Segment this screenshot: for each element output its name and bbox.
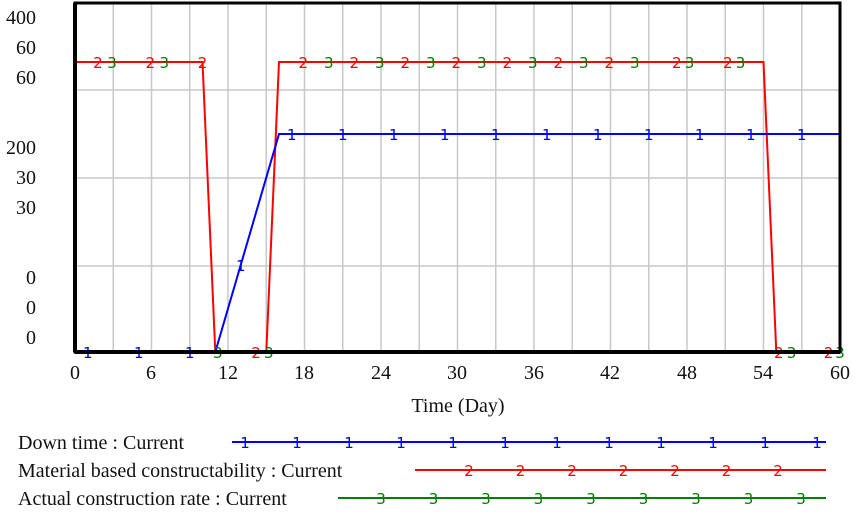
- series-marker-2: 2: [722, 462, 732, 480]
- x-axis-title: Time (Day): [411, 395, 505, 417]
- series-marker-1: 1: [500, 434, 510, 452]
- y-tick-label: 400: [6, 7, 36, 29]
- series-marker-1: 1: [708, 434, 718, 452]
- series-marker-3: 3: [586, 490, 596, 508]
- series-marker-1: 1: [593, 126, 603, 144]
- x-tick-label: 30: [447, 362, 467, 384]
- series-marker-3: 3: [685, 54, 695, 72]
- y-tick-label: 200: [6, 137, 36, 159]
- series-marker-2: 2: [773, 462, 783, 480]
- x-tick-label: 36: [524, 362, 544, 384]
- series-marker-3: 3: [426, 54, 436, 72]
- series-marker-1: 1: [542, 126, 552, 144]
- series-marker-3: 3: [375, 54, 385, 72]
- series-marker-2: 2: [464, 462, 474, 480]
- series-marker-3: 3: [630, 54, 640, 72]
- series-marker-1: 1: [812, 434, 822, 452]
- series-marker-3: 3: [477, 54, 487, 72]
- series-marker-1: 1: [440, 126, 450, 144]
- series-marker-1: 1: [344, 434, 354, 452]
- series-marker-2: 2: [604, 54, 614, 72]
- x-tick-label: 60: [830, 362, 850, 384]
- y-tick-label: 30: [16, 167, 36, 189]
- series-marker-3: 3: [481, 490, 491, 508]
- x-tick-label: 18: [294, 362, 314, 384]
- series-marker-1: 1: [389, 126, 399, 144]
- series-marker-2: 2: [516, 462, 526, 480]
- series-marker-1: 1: [448, 434, 458, 452]
- y-tick-label: 0: [26, 327, 36, 349]
- series-marker-2: 2: [198, 54, 208, 72]
- series-marker-3: 3: [796, 490, 806, 508]
- series-marker-1: 1: [656, 434, 666, 452]
- series-marker-2: 2: [723, 54, 733, 72]
- series-marker-1: 1: [240, 434, 250, 452]
- series-marker-3: 3: [736, 54, 746, 72]
- series-marker-1: 1: [695, 126, 705, 144]
- x-tick-label: 6: [146, 362, 156, 384]
- series-marker-2: 2: [298, 54, 308, 72]
- series-marker-3: 3: [744, 490, 754, 508]
- series-marker-2: 2: [619, 462, 629, 480]
- series-marker-2: 2: [93, 54, 103, 72]
- series-marker-3: 3: [534, 490, 544, 508]
- series-marker-1: 1: [292, 434, 302, 452]
- series-marker-2: 2: [502, 54, 512, 72]
- series-marker-3: 3: [691, 490, 701, 508]
- series-marker-3: 3: [579, 54, 589, 72]
- x-tick-label: 48: [677, 362, 697, 384]
- series-marker-1: 1: [338, 126, 348, 144]
- series-marker-1: 1: [604, 434, 614, 452]
- series-marker-1: 1: [797, 126, 807, 144]
- legend-swatches: 1 1 1 1 1 1 1 1 1 1 1 12 2 2 2 2 2 23 3 3 3 3 3 3 3 3: [232, 434, 826, 508]
- series-marker-1: 1: [760, 434, 770, 452]
- series-marker-1: 1: [746, 126, 756, 144]
- series-line-2: [75, 61, 840, 353]
- series-marker-3: 3: [324, 54, 334, 72]
- y-tick-label: 30: [16, 197, 36, 219]
- series-marker-3: 3: [376, 490, 386, 508]
- y-tick-label: 0: [26, 267, 36, 289]
- series-marker-3: 3: [639, 490, 649, 508]
- series-marker-1: 1: [236, 257, 246, 275]
- series-marker-2: 2: [672, 54, 682, 72]
- x-tick-label: 42: [600, 362, 620, 384]
- series-marker-2: 2: [400, 54, 410, 72]
- series-marker-2: 2: [145, 54, 155, 72]
- series-marker-3: 3: [528, 54, 538, 72]
- series-marker-3: 3: [429, 490, 439, 508]
- x-tick-label: 54: [753, 362, 773, 384]
- series-marker-1: 1: [491, 126, 501, 144]
- legend-label-material-constructability: Material based constructability : Curren…: [18, 460, 343, 482]
- series-marker-1: 1: [287, 126, 297, 144]
- y-tick-label: 60: [16, 67, 36, 89]
- series-marker-2: 2: [349, 54, 359, 72]
- series-marker-2: 2: [451, 54, 461, 72]
- x-tick-label: 24: [371, 362, 391, 384]
- x-tick-label: 0: [70, 362, 80, 384]
- legend-label-down-time: Down time : Current: [18, 432, 185, 454]
- series-marker-1: 1: [644, 126, 654, 144]
- y-tick-label: 60: [16, 37, 36, 59]
- series-marker-2: 2: [670, 462, 680, 480]
- series-marker-1: 1: [396, 434, 406, 452]
- series-marker-3: 3: [107, 54, 117, 72]
- plot-area: 1111111111111112323223232323232323232332…: [73, 1, 845, 362]
- y-tick-label: 0: [26, 297, 36, 319]
- series-marker-1: 1: [552, 434, 562, 452]
- series-marker-2: 2: [553, 54, 563, 72]
- x-tick-label: 12: [218, 362, 238, 384]
- series-marker-2: 2: [567, 462, 577, 480]
- legend-label-actual-construction-rate: Actual construction rate : Current: [18, 488, 287, 510]
- series-marker-3: 3: [159, 54, 169, 72]
